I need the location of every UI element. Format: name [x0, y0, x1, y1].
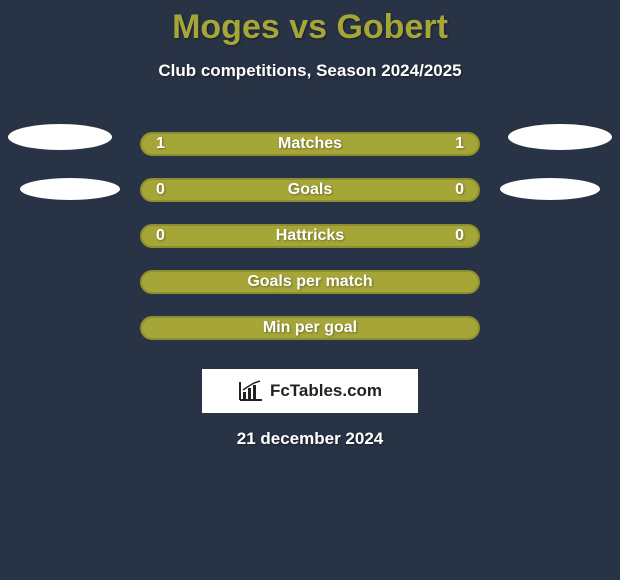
stat-value-left: 0 [156, 227, 165, 245]
stat-bar: 0 Goals 0 [140, 178, 480, 202]
stat-row-min-per-goal: Min per goal [0, 305, 620, 351]
bar-chart-icon [238, 380, 264, 402]
stat-label: Goals [288, 181, 332, 199]
stat-row-goals-per-match: Goals per match [0, 259, 620, 305]
comparison-card: Moges vs Gobert Club competitions, Seaso… [0, 0, 620, 580]
stat-label: Hattricks [276, 227, 344, 245]
stat-value-right: 0 [455, 181, 464, 199]
source-logo-text: FcTables.com [270, 381, 382, 401]
source-logo: FcTables.com [202, 369, 418, 413]
snapshot-date: 21 december 2024 [0, 429, 620, 449]
stat-bar: 0 Hattricks 0 [140, 224, 480, 248]
stat-bar: Goals per match [140, 270, 480, 294]
stat-row-matches: 1 Matches 1 [0, 121, 620, 167]
stats-rows: 1 Matches 1 0 Goals 0 0 Hattricks 0 Goal… [0, 121, 620, 351]
stat-bar: Min per goal [140, 316, 480, 340]
stat-value-right: 1 [455, 135, 464, 153]
competition-subtitle: Club competitions, Season 2024/2025 [0, 61, 620, 81]
stat-value-left: 0 [156, 181, 165, 199]
stat-row-hattricks: 0 Hattricks 0 [0, 213, 620, 259]
page-title: Moges vs Gobert [0, 0, 620, 47]
stat-label: Goals per match [247, 273, 372, 291]
stat-label: Matches [278, 135, 342, 153]
stat-value-right: 0 [455, 227, 464, 245]
stat-row-goals: 0 Goals 0 [0, 167, 620, 213]
stat-bar: 1 Matches 1 [140, 132, 480, 156]
stat-value-left: 1 [156, 135, 165, 153]
stat-label: Min per goal [263, 319, 357, 337]
